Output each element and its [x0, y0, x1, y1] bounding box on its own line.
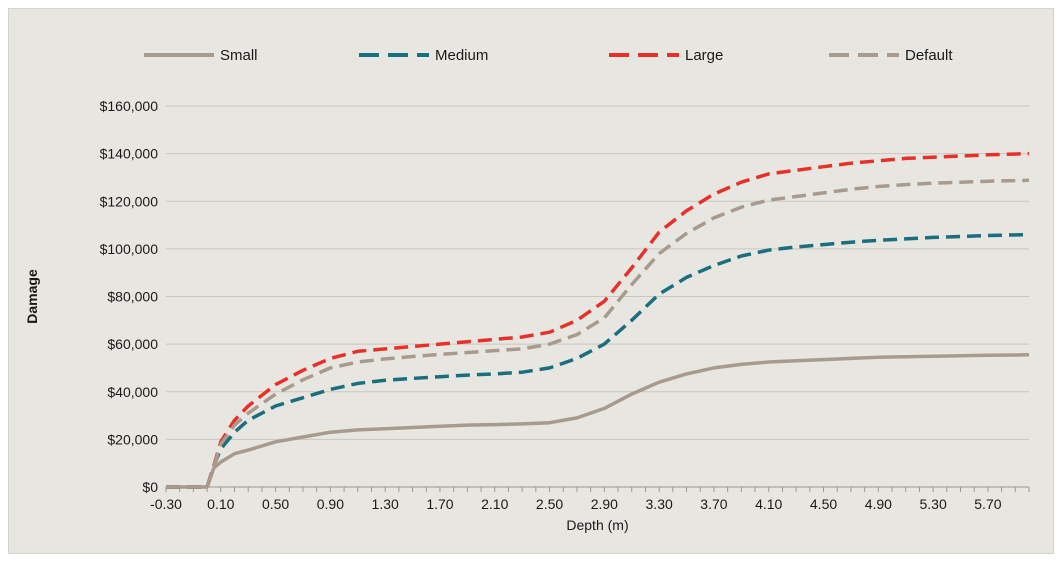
legend-label-large: Large — [685, 47, 723, 64]
legend-label-medium: Medium — [435, 47, 488, 64]
legend: Small Medium Large Default — [144, 47, 953, 64]
chart-panel: $0 $20,000 $40,000 $60,000 $80,000 $100,000 $1… — [8, 8, 1054, 554]
line-chart: $0 $20,000 $40,000 $60,000 $80,000 $100,000 $1… — [24, 47, 1030, 533]
y-axis-title: Damage — [24, 269, 40, 324]
y-tick-label: $40,000 — [107, 384, 158, 400]
x-tick-label: 2.10 — [481, 496, 508, 512]
legend-label-default: Default — [905, 47, 953, 64]
gridlines — [166, 105, 1029, 488]
x-tick-label: 1.70 — [426, 496, 453, 512]
x-axis-title: Depth (m) — [566, 517, 628, 533]
y-tick-label: $80,000 — [107, 289, 158, 305]
y-tick-label: $60,000 — [107, 336, 158, 352]
y-tick-label: $140,000 — [100, 146, 159, 162]
y-axis-tick-labels: $0 $20,000 $40,000 $60,000 $80,000 $100,000 $1… — [100, 98, 159, 495]
x-tick-label: 5.70 — [974, 496, 1001, 512]
y-tick-label: $160,000 — [100, 98, 159, 114]
series-line-medium — [166, 232, 1030, 489]
x-tick-label: 0.90 — [317, 496, 344, 512]
y-tick-label: $100,000 — [100, 241, 159, 257]
series-line-large — [166, 151, 1030, 489]
y-tick-label: $0 — [142, 479, 158, 495]
x-tick-label: 4.90 — [865, 496, 892, 512]
x-tick-label: 0.50 — [262, 496, 289, 512]
x-tick-label: 4.50 — [810, 496, 837, 512]
x-tick-label: -0.30 — [150, 496, 182, 512]
series-line-small — [166, 353, 1030, 489]
x-tick-label: 0.10 — [207, 496, 234, 512]
legend-label-small: Small — [220, 47, 258, 64]
y-tick-label: $20,000 — [107, 431, 158, 447]
y-tick-label: $120,000 — [100, 193, 159, 209]
x-tick-label: 3.30 — [646, 496, 673, 512]
x-tick-label: 3.70 — [700, 496, 727, 512]
series-line-default — [166, 178, 1030, 489]
x-tick-label: 2.90 — [591, 496, 618, 512]
x-tick-label: 4.10 — [755, 496, 782, 512]
x-tick-label: 2.50 — [536, 496, 563, 512]
x-axis: -0.30 0.10 0.50 0.90 1.30 1.70 2.10 2.50 2.90 3.3… — [150, 486, 1030, 512]
series-lines — [166, 151, 1030, 489]
x-tick-label: 5.30 — [919, 496, 946, 512]
x-tick-label: 1.30 — [372, 496, 399, 512]
